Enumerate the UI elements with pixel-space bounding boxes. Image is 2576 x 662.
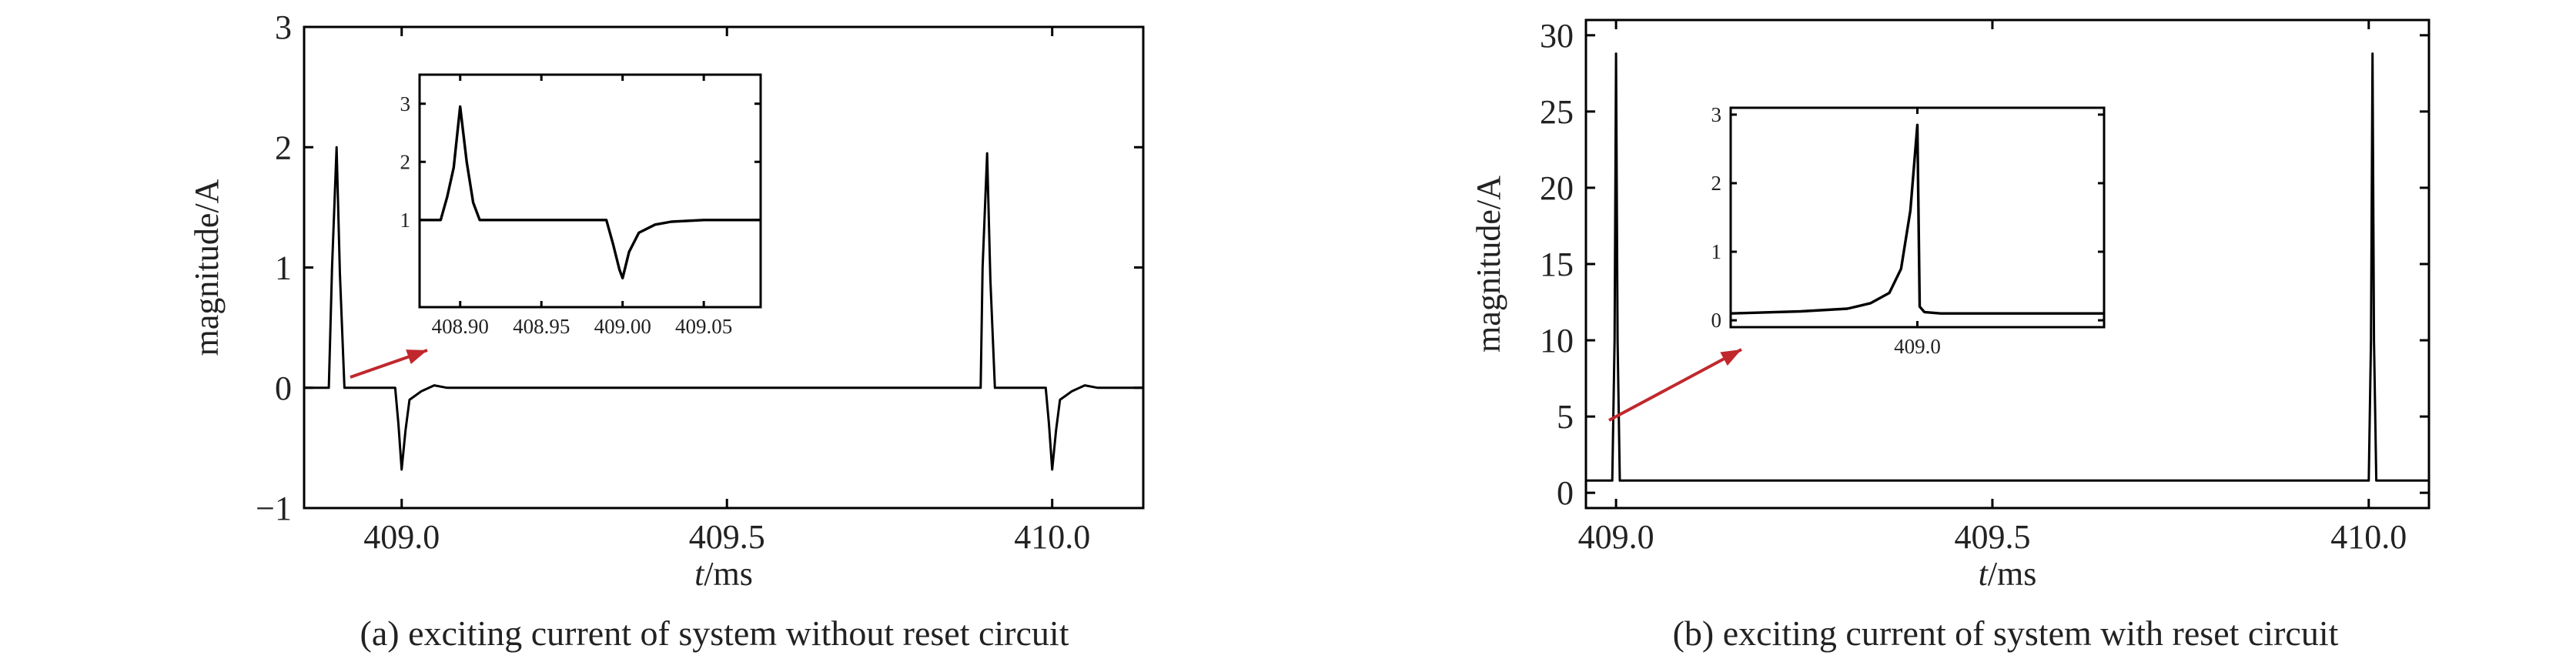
x-axis-label-unit: /ms bbox=[704, 555, 753, 593]
x-tick-label: 409.0 bbox=[1578, 518, 1654, 556]
inset-y-tick-label: 2 bbox=[1711, 172, 1722, 195]
x-axis-label: t/ms bbox=[1979, 555, 2037, 593]
y-tick-label: 5 bbox=[1557, 398, 1574, 436]
y-tick-label: 30 bbox=[1540, 17, 1574, 55]
x-tick-label: 410.0 bbox=[2330, 518, 2407, 556]
y-tick-label: 2 bbox=[275, 129, 292, 166]
y-tick-label: 3 bbox=[275, 8, 292, 46]
inset-y-tick-label: 1 bbox=[400, 209, 411, 232]
inset-y-tick-label: 1 bbox=[1711, 240, 1722, 263]
y-tick-label: 10 bbox=[1540, 322, 1574, 359]
zoom-arrow-line bbox=[1608, 348, 1742, 422]
inset-series-line bbox=[1730, 123, 2104, 315]
inset-chart: 408.90 408.95 409.00 409.05 1 2 3 bbox=[400, 73, 762, 338]
y-tick-label: −1 bbox=[256, 490, 292, 527]
y-tick-label: 15 bbox=[1540, 246, 1574, 283]
x-axis-label: t/ms bbox=[694, 555, 753, 593]
x-tick-label: 409.5 bbox=[689, 518, 765, 556]
y-tick-label: 25 bbox=[1540, 93, 1574, 131]
y-tick-label: 0 bbox=[1557, 474, 1574, 512]
y-tick-label: 1 bbox=[275, 249, 292, 287]
inset-plot-frame bbox=[418, 73, 762, 309]
panel-a-chart: 409.0 409.5 410.0 −1 0 1 2 3 t/ms magnitude/A (a) … bbox=[188, 8, 1145, 653]
x-tick-label: 409.0 bbox=[363, 518, 440, 556]
inset-x-tick-label: 409.0 bbox=[1894, 335, 1941, 358]
series-line bbox=[1586, 52, 2429, 482]
inset-y-tick-label: 0 bbox=[1711, 309, 1722, 332]
zoom-arrow-head bbox=[1720, 349, 1741, 366]
inset-y-tick-label: 3 bbox=[1711, 103, 1722, 126]
inset-x-tick-label: 408.95 bbox=[513, 315, 570, 338]
inset-series-line bbox=[420, 105, 761, 279]
zoom-arrow-head bbox=[406, 349, 427, 365]
x-axis-label-variable: t bbox=[1979, 555, 1989, 593]
y-axis-label: magnitude/A bbox=[1470, 176, 1507, 353]
inset-y-tick-label: 3 bbox=[400, 92, 411, 115]
figure-caption: (a) exciting current of system without r… bbox=[360, 614, 1069, 653]
x-axis-label-unit: /ms bbox=[1988, 555, 2037, 593]
inset-background bbox=[420, 75, 761, 307]
figure-caption: (b) exciting current of system with rese… bbox=[1673, 614, 2339, 653]
inset-chart: 409.0 0 1 2 3 bbox=[1711, 103, 2106, 358]
y-tick-label: 20 bbox=[1540, 169, 1574, 207]
inset-x-tick-label: 409.05 bbox=[675, 315, 732, 338]
x-tick-label: 409.5 bbox=[1954, 518, 2030, 556]
x-axis-label-variable: t bbox=[694, 555, 705, 593]
y-tick-label: 0 bbox=[275, 369, 292, 407]
x-tick-label: 410.0 bbox=[1014, 518, 1090, 556]
inset-x-tick-label: 409.00 bbox=[594, 315, 651, 338]
panel-b-chart: 409.0 409.5 410.0051015202530t/msmagnitude… bbox=[1470, 17, 2430, 653]
inset-x-tick-label: 408.90 bbox=[432, 315, 489, 338]
series-line bbox=[304, 145, 1143, 471]
inset-y-tick-label: 2 bbox=[400, 150, 411, 173]
y-axis-label: magnitude/A bbox=[188, 179, 226, 356]
